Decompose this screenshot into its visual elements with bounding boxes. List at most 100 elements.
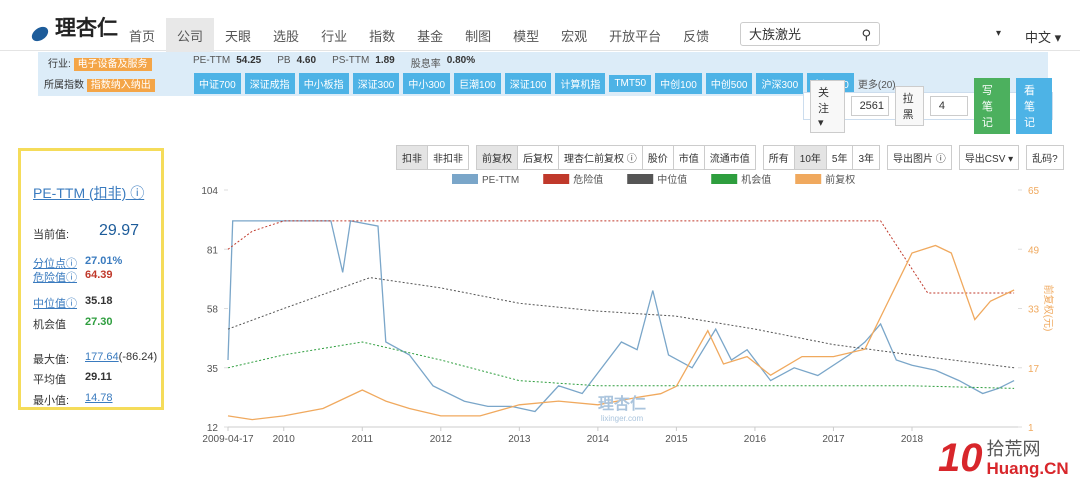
metric-label: PB [277,55,291,66]
index-list: 中证700 深证成指 中小板指 深证300 中小300 巨潮100 深证100 计算机指 TMT… [194,73,904,94]
search-box[interactable]: 大族激光 ⚲ [740,22,880,46]
stat-value: 27.30 [85,316,113,328]
stat-row: 当前值: 29.97 [33,222,139,242]
stats-title[interactable]: PE-TTM (扣非) ⓘ [33,185,145,201]
series-line [227,220,1015,413]
view-note[interactable]: 看笔记 [1015,78,1052,134]
legend-swatch [543,174,570,184]
nav-item[interactable]: 基金 [417,29,444,44]
metric-value: 54.25 [236,55,262,66]
nav-item[interactable]: 天眼 [225,29,252,44]
metric-label: PS-TTM [332,55,370,66]
stat-label[interactable]: 分位点ⓘ [33,258,77,270]
dropdown[interactable]: ▾ [996,28,1002,39]
industry: 行业: 电子设备及服务 [48,55,152,71]
y-tick-label: 12 [207,423,219,434]
y-tick-label: 81 [207,245,219,256]
button[interactable]: 10年 [793,145,827,170]
chart: 12 35 58 81 104 1 17 33 49 65 2009-04-17 2010 2011 20… [201,173,1055,445]
button[interactable]: 乱码? [1026,145,1064,170]
index-button[interactable]: 中证700 [194,73,241,94]
nav-item[interactable]: 反馈 [683,29,710,44]
info-bar: 行业: 电子设备及服务 PE-TTM 54.25 PB 4.60 PS-TTM 1.89 股… [38,52,1048,96]
button[interactable]: 5年 [825,145,854,170]
group: 扣非 非扣非 [396,145,469,170]
stat-value: 64.39 [85,269,113,281]
index-tag[interactable]: 指数纳入纳出 [86,79,155,92]
stat-row: 危险值ⓘ 64.39 [33,269,113,285]
x-tick-label: 2009-04-17 [202,434,254,445]
stat-label[interactable]: 中位值ⓘ [33,298,77,310]
index-button[interactable]: 计算机指 [555,73,606,94]
stat-row: 最小值: 14.78 [33,392,113,408]
nav-item[interactable]: 开放平台 [609,29,662,44]
logo[interactable]: 理杏仁 [55,17,118,40]
lang[interactable]: 中文 ▾ [1025,30,1062,45]
button[interactable]: 后复权 [517,145,559,170]
button[interactable]: 3年 [852,145,881,170]
nav-item[interactable]: 选股 [273,29,300,44]
index-button[interactable]: 中创100 [655,73,702,94]
button[interactable]: 市值 [672,145,705,170]
button[interactable]: 非扣非 [427,145,469,170]
nav-item[interactable]: 公司 [166,18,215,53]
button[interactable]: 导出CSV ▾ [958,145,1020,170]
block-button[interactable]: 拉黑 [894,86,924,126]
nav-item[interactable]: 宏观 [561,29,588,44]
write-note[interactable]: 写笔记 [973,78,1010,134]
stat-label: 当前值: [33,229,70,241]
index-button[interactable]: 深证300 [352,73,400,94]
y2-tick-label: 33 [1028,305,1040,316]
nav-item[interactable]: 指数 [369,29,396,44]
stat-label: 机会值 [33,319,66,331]
index-button[interactable]: TMT50 [609,75,652,92]
group: 导出CSV ▾ [958,145,1020,170]
x-tick-label: 2012 [430,434,453,445]
index-button[interactable]: 中小300 [403,73,451,94]
site-url: Huang.CN [986,458,1069,478]
legend-swatch [795,174,822,184]
nav-item[interactable]: 行业 [321,29,348,44]
button[interactable]: 所有 [762,145,795,170]
y-tick-label: 104 [201,186,218,197]
more-link[interactable]: 更多(20)... [857,80,904,91]
stat-value: 35.18 [85,295,113,307]
button[interactable]: 理杏仁前复权 ⓘ [558,145,643,170]
site-name: 拾荒网 [986,438,1041,459]
block-count: 4 [929,96,968,116]
series-line [227,341,1015,389]
follow-text: 关注 [818,86,829,115]
button[interactable]: 前复权 [476,145,518,170]
nav-item[interactable]: 制图 [465,29,492,44]
index-button[interactable]: 中小板指 [298,73,349,94]
x-tick-label: 2014 [587,434,610,445]
x-tick-label: 2015 [665,434,688,445]
legend-label: 危险值 [573,173,603,186]
metric-label: 股息率 [410,59,441,70]
button[interactable]: 流通市值 [703,145,756,170]
search-icon[interactable]: ⚲ [861,27,871,42]
follow-button[interactable]: 关注 ▾ [810,79,845,133]
index-button[interactable]: 深证100 [504,73,552,94]
index-button[interactable]: 深证成指 [244,73,295,94]
stat-value[interactable]: 177.64 [85,351,119,363]
button[interactable]: 股价 [641,145,674,170]
y2-tick-label: 1 [1028,423,1034,434]
stat-label[interactable]: 危险值ⓘ [33,272,77,284]
index-button[interactable]: 沪深300 [756,73,804,94]
industry-label: 行业: [48,59,71,70]
legend-label: 中位值 [657,173,687,186]
industry-tag[interactable]: 电子设备及服务 [73,58,152,71]
watermark: 理杏仁 lixinger.com [598,397,646,426]
stat-label: 最小值: [33,395,70,407]
button[interactable]: 导出图片 ⓘ [887,145,952,170]
nav-item[interactable]: 模型 [513,29,540,44]
nav-item[interactable]: 首页 [129,29,156,44]
index-button[interactable]: 中创500 [705,73,753,94]
series-line [227,244,1015,421]
stat-value: 27.01% [85,255,123,267]
stat-value[interactable]: 14.78 [85,392,113,404]
button[interactable]: 扣非 [396,145,428,170]
index-button[interactable]: 巨潮100 [454,73,501,94]
